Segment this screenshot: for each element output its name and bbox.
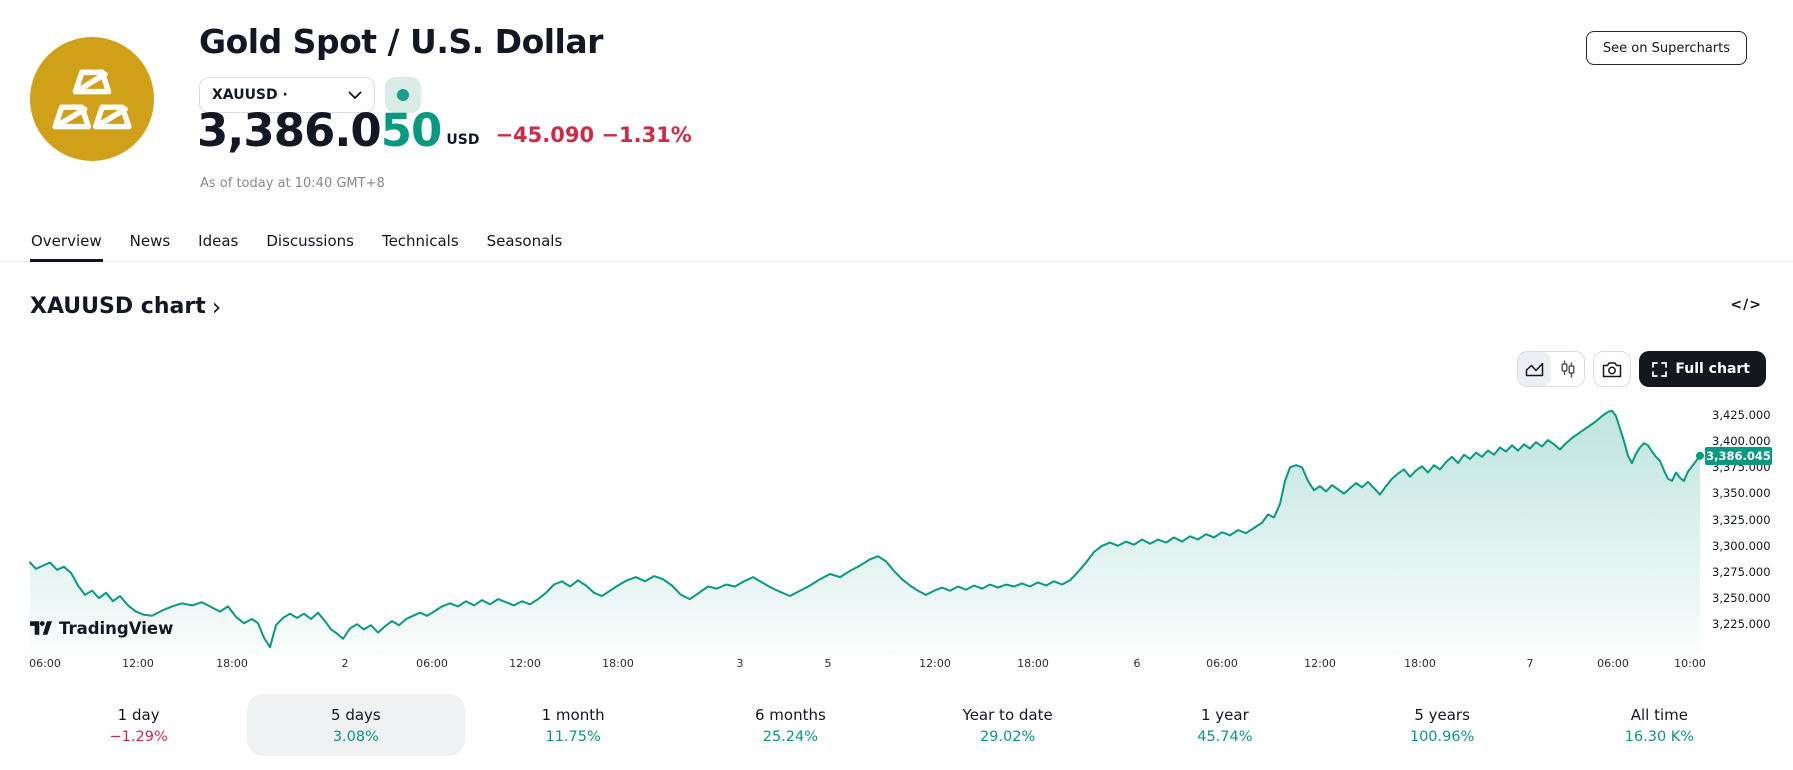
period-1-month[interactable]: 1 month 11.75% bbox=[465, 694, 682, 756]
market-status-button[interactable] bbox=[385, 77, 421, 113]
period-all-time[interactable]: All time 16.30 K% bbox=[1551, 694, 1768, 756]
x-axis-label: 3 bbox=[736, 657, 744, 670]
x-axis-label: 06:00 bbox=[1206, 657, 1238, 670]
tab-ideas[interactable]: Ideas bbox=[198, 232, 239, 250]
watermark-label: TradingView bbox=[59, 618, 174, 638]
period-label: 5 days bbox=[331, 705, 381, 724]
period-label: 1 day bbox=[117, 705, 160, 724]
area-chart-type-button[interactable] bbox=[1518, 352, 1552, 386]
chart-section-heading[interactable]: XAUUSD chart › bbox=[30, 294, 221, 319]
tab-seasonals[interactable]: Seasonals bbox=[486, 232, 563, 250]
gold-bars-icon bbox=[52, 69, 132, 130]
x-axis-label: 18:00 bbox=[602, 657, 634, 670]
chart-section-title: XAUUSD chart bbox=[30, 294, 206, 319]
x-axis-label: 18:00 bbox=[216, 657, 248, 670]
camera-icon bbox=[1603, 361, 1622, 377]
price-change: −45.090 −1.31% bbox=[495, 122, 692, 147]
y-axis-label: 3,275.000 bbox=[1712, 564, 1771, 579]
price-row: 3,386.050 USD −45.090 −1.31% bbox=[197, 106, 692, 156]
period-label: Year to date bbox=[962, 705, 1053, 724]
chart-type-switcher bbox=[1517, 351, 1586, 387]
tab-discussions[interactable]: Discussions bbox=[266, 232, 354, 250]
y-axis-label: 3,400.000 bbox=[1712, 434, 1771, 449]
period-label: 6 months bbox=[754, 705, 826, 724]
period-year-to-date[interactable]: Year to date 29.02% bbox=[899, 694, 1116, 756]
x-axis-label: 10:00 bbox=[1674, 657, 1706, 670]
x-axis-label: 5 bbox=[824, 657, 832, 670]
full-chart-button[interactable]: Full chart bbox=[1639, 351, 1766, 387]
gold-symbol-logo bbox=[30, 37, 154, 161]
candles-chart-type-button[interactable] bbox=[1551, 352, 1584, 386]
x-axis-label: 12:00 bbox=[122, 657, 154, 670]
period-change-pct: 16.30 K% bbox=[1624, 728, 1695, 745]
y-axis-label: 3,325.000 bbox=[1712, 512, 1771, 527]
chevron-down-icon bbox=[348, 91, 362, 99]
full-chart-label: Full chart bbox=[1675, 361, 1750, 377]
chart-toolbar: Full chart bbox=[1517, 351, 1766, 387]
period-change-pct: 3.08% bbox=[332, 728, 379, 745]
y-axis-label: 3,225.000 bbox=[1712, 617, 1771, 632]
snapshot-button[interactable] bbox=[1593, 351, 1632, 387]
symbol-select[interactable]: XAUUSD · bbox=[199, 77, 375, 113]
x-axis-label: 18:00 bbox=[1017, 657, 1049, 670]
period-1-day[interactable]: 1 day −1.29% bbox=[30, 694, 247, 756]
y-axis-label: 3,250.000 bbox=[1712, 591, 1771, 606]
price-chart[interactable] bbox=[29, 398, 1704, 654]
x-axis-label: 12:00 bbox=[509, 657, 541, 670]
period-change-pct: 25.24% bbox=[762, 728, 819, 745]
as-of-timestamp: As of today at 10:40 GMT+8 bbox=[200, 176, 385, 191]
page-title: Gold Spot / U.S. Dollar bbox=[199, 22, 603, 61]
x-axis-label: 06:00 bbox=[416, 657, 448, 670]
tab-news[interactable]: News bbox=[129, 232, 171, 250]
period-label: 1 month bbox=[541, 705, 605, 724]
period-5-days[interactable]: 5 days 3.08% bbox=[247, 694, 465, 756]
period-selector: 1 day −1.29% 5 days 3.08% 1 month 11.75% 6 mon… bbox=[30, 694, 1768, 756]
period-change-pct: 11.75% bbox=[545, 728, 601, 745]
period-1-year[interactable]: 1 year 45.74% bbox=[1116, 694, 1333, 756]
x-axis-label: 12:00 bbox=[1304, 657, 1336, 670]
x-axis-label: 06:00 bbox=[29, 657, 61, 670]
period-change-pct: 45.74% bbox=[1197, 728, 1253, 745]
tradingview-logo-icon bbox=[30, 621, 52, 635]
tradingview-watermark[interactable]: TradingView bbox=[30, 618, 173, 638]
x-axis-label: 18:00 bbox=[1404, 657, 1436, 670]
x-axis-label: 06:00 bbox=[1597, 657, 1629, 670]
period-change-pct: 29.02% bbox=[979, 728, 1036, 745]
period-label: 5 years bbox=[1414, 705, 1470, 724]
see-on-supercharts-button[interactable]: See on Supercharts bbox=[1585, 31, 1747, 65]
market-status-dot-icon bbox=[397, 89, 409, 101]
x-axis-label: 6 bbox=[1133, 657, 1141, 670]
symbol-select-value: XAUUSD · bbox=[212, 87, 288, 103]
tab-technicals[interactable]: Technicals bbox=[381, 232, 459, 250]
period-change-pct: 100.96% bbox=[1409, 728, 1475, 745]
x-axis-label: 2 bbox=[341, 657, 349, 670]
chevron-right-icon: › bbox=[211, 292, 222, 321]
period-change-pct: −1.29% bbox=[109, 728, 168, 745]
y-axis-label: 3,300.000 bbox=[1712, 538, 1771, 553]
candles-icon bbox=[1561, 360, 1575, 378]
x-axis-label: 12:00 bbox=[919, 657, 951, 670]
last-price-dot bbox=[1696, 451, 1704, 460]
last-price-badge: 3,386.045 bbox=[1705, 446, 1772, 465]
fullscreen-icon bbox=[1652, 361, 1668, 377]
y-axis-label: 3,425.000 bbox=[1712, 408, 1771, 422]
price-currency: USD bbox=[446, 131, 480, 148]
tab-overview[interactable]: Overview bbox=[30, 226, 103, 262]
embed-code-icon[interactable]: </> bbox=[1730, 297, 1762, 313]
area-chart-icon bbox=[1526, 362, 1544, 377]
period-label: 1 year bbox=[1200, 705, 1249, 724]
y-axis-label: 3,350.000 bbox=[1712, 486, 1771, 501]
period-5-years[interactable]: 5 years 100.96% bbox=[1334, 694, 1551, 756]
period-6-months[interactable]: 6 months 25.24% bbox=[682, 694, 899, 756]
period-label: All time bbox=[1630, 705, 1688, 724]
tab-list: Overview News Ideas Discussions Technicals Se… bbox=[0, 226, 1793, 262]
price-last-digits: 50 bbox=[380, 104, 443, 157]
series-line bbox=[29, 409, 1701, 649]
price-value: 3,386.050 bbox=[197, 104, 443, 157]
series-area bbox=[30, 410, 1700, 654]
x-axis-label: 7 bbox=[1526, 657, 1534, 670]
area-chart-canvas bbox=[29, 409, 1704, 654]
